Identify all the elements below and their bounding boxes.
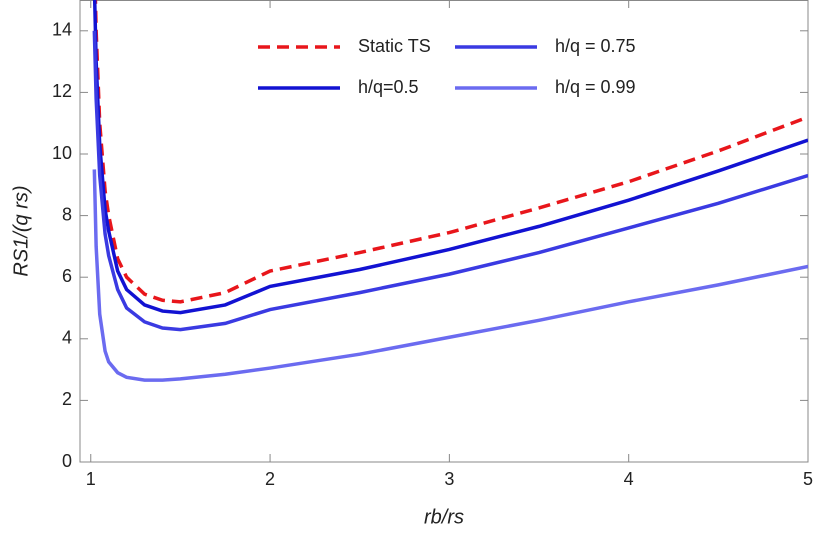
line-series (93, 0, 808, 304)
y-axis-label: RS1/(q rs) (10, 185, 32, 276)
y-tick-label: 8 (62, 204, 72, 224)
y-tick-label: 4 (62, 328, 72, 348)
y-tick-label: 12 (52, 81, 72, 101)
y-tick-label: 10 (52, 143, 72, 163)
y-tick-label: 14 (52, 20, 72, 40)
legend-label: h/q = 0.99 (555, 77, 636, 97)
legend-label: h/q = 0.75 (555, 36, 636, 56)
line-series (92, 30, 808, 332)
x-axis-label: rb/rs (424, 506, 464, 528)
line-series (92, 0, 808, 315)
x-tick-label: 2 (265, 469, 275, 489)
y-tick-label: 0 (62, 451, 72, 471)
line-series (92, 169, 808, 382)
x-tick-label: 3 (444, 469, 454, 489)
y-tick-label: 2 (62, 389, 72, 409)
plot-area (92, 0, 808, 382)
plot-frame (79, 0, 809, 463)
y-tick-label: 6 (62, 266, 72, 286)
legend-label: Static TS (358, 36, 431, 56)
x-tick-label: 1 (86, 469, 96, 489)
legend-label: h/q=0.5 (358, 77, 419, 97)
x-tick-label: 4 (624, 469, 634, 489)
x-tick-label: 5 (803, 469, 813, 489)
